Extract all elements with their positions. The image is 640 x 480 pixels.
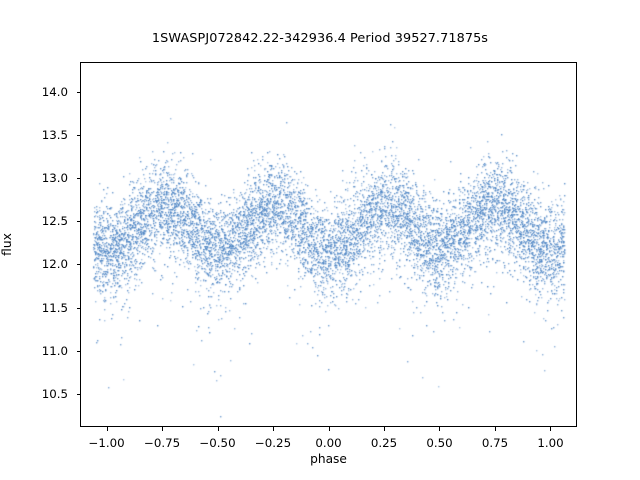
y-tick-label: 11.0 xyxy=(41,343,68,358)
x-tick-label: 0.25 xyxy=(370,436,398,450)
x-tick-label: −0.50 xyxy=(199,436,236,450)
x-tick-label: −1.00 xyxy=(88,436,125,450)
y-tick-label: 13.0 xyxy=(41,170,68,185)
y-tick-label: 14.0 xyxy=(41,84,68,99)
x-tick-label: −0.25 xyxy=(254,436,292,450)
x-axis-label: phase xyxy=(310,452,347,466)
y-tick-mark xyxy=(76,134,80,136)
x-tick-mark xyxy=(550,427,552,431)
x-tick-mark xyxy=(273,427,274,431)
y-tick-label: 10.5 xyxy=(41,387,68,402)
y-tick-mark xyxy=(76,177,80,179)
x-tick-mark xyxy=(162,427,164,431)
x-tick-mark xyxy=(439,427,441,431)
y-tick-label: 12.0 xyxy=(41,257,68,272)
x-tick-mark xyxy=(383,427,385,431)
x-tick-mark xyxy=(328,427,330,431)
x-tick-mark xyxy=(494,427,496,431)
y-tick-mark xyxy=(76,264,80,266)
y-tick-label: 11.5 xyxy=(41,300,68,315)
x-tick-label: 0.75 xyxy=(481,436,509,450)
chart-title: 1SWASPJ072842.22-342936.4 Period 39527.7… xyxy=(151,31,489,46)
y-tick-mark xyxy=(76,91,80,93)
y-tick-mark xyxy=(76,394,80,396)
y-tick-label: 12.5 xyxy=(41,214,68,229)
x-tick-label: −0.75 xyxy=(143,436,181,450)
scatter-plot-points xyxy=(81,63,576,426)
y-tick-mark xyxy=(76,350,80,352)
plot-axes-area xyxy=(80,62,577,427)
x-tick-label: 1.00 xyxy=(537,436,564,450)
x-tick-label: 0.00 xyxy=(315,436,342,450)
y-axis-label: flux xyxy=(0,233,14,256)
x-tick-mark xyxy=(217,427,219,431)
y-tick-mark xyxy=(76,221,80,223)
y-tick-label: 13.5 xyxy=(41,127,68,142)
y-tick-mark xyxy=(76,307,80,309)
x-tick-mark xyxy=(106,427,108,431)
x-tick-label: 0.50 xyxy=(426,436,453,450)
